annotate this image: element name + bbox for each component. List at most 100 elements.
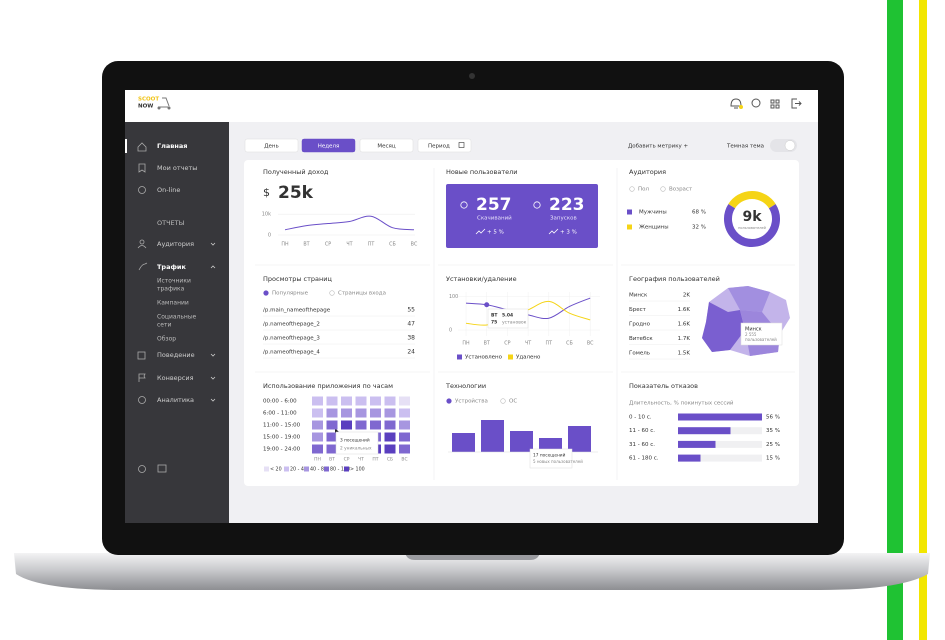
page-count: 24 — [407, 349, 415, 356]
radio[interactable] — [500, 398, 506, 404]
trend-icon — [548, 228, 559, 235]
bar — [481, 420, 504, 452]
nav-subitem: трафика — [157, 286, 185, 293]
x-tick-label: ПН — [314, 457, 321, 463]
laptop-base — [14, 553, 930, 590]
camera — [469, 73, 475, 79]
bar — [678, 454, 701, 462]
radio[interactable] — [446, 398, 452, 404]
period-label: Месяц — [377, 144, 395, 150]
currency: $ — [263, 186, 270, 199]
nav-item: Трафик — [157, 263, 186, 271]
stat-change: + 5 % — [487, 230, 504, 236]
radio[interactable] — [263, 290, 269, 296]
tooltip-text: установок — [502, 321, 527, 326]
period-button[interactable] — [359, 138, 414, 153]
radio[interactable] — [329, 290, 335, 296]
x-tick-label: ПТ — [372, 457, 378, 463]
flag-icon — [138, 373, 146, 382]
y-tick-label: 100 — [449, 294, 458, 300]
row-label: 0 - 10 с. — [629, 415, 652, 421]
row-label: 11 - 60 с. — [629, 428, 655, 434]
row-label: 61 - 180 с. — [629, 456, 659, 462]
period-button[interactable] — [244, 138, 299, 153]
nav-subitem: Обзор — [157, 336, 176, 343]
new-users-box — [446, 184, 598, 248]
heat-cell — [399, 444, 410, 454]
label: SCOOT — [138, 97, 159, 103]
tooltip-text: 5 новых пользователей — [533, 459, 583, 464]
hour-label: 6:00 - 11:00 — [263, 411, 297, 417]
panel-title: Просмотры страниц — [263, 275, 332, 283]
tooltip-text: 5.04 — [502, 313, 513, 319]
chevron — [210, 353, 216, 357]
legend-label: Удалено — [516, 355, 541, 361]
heat-cell — [341, 396, 352, 406]
donut-total: 9k — [742, 209, 762, 225]
bar — [678, 427, 731, 435]
x-tick-label: ВТ — [303, 242, 309, 248]
tooltip-point — [484, 302, 490, 308]
heat-cell — [399, 408, 410, 418]
legend-swatch — [457, 354, 462, 360]
green-stripe — [887, 0, 903, 640]
hour-label: 15:00 - 19:00 — [263, 435, 301, 441]
heat-cell — [399, 396, 410, 406]
x-tick-label: ПТ — [368, 242, 375, 248]
map-region — [728, 286, 770, 312]
total: 25k — [278, 183, 314, 203]
heat-cell — [355, 420, 367, 430]
heat-cell — [312, 396, 323, 406]
row-label: 31 - 60 с. — [629, 442, 655, 448]
legend-label: Установлено — [465, 355, 503, 361]
legend-swatch — [627, 224, 632, 230]
value-label: 32 % — [692, 225, 706, 231]
heat-cell — [326, 444, 338, 454]
period-button[interactable] — [301, 138, 356, 153]
x-tick-label: ПН — [281, 242, 289, 248]
heat-cell — [384, 432, 396, 442]
bar-track — [678, 440, 762, 448]
behavior-icon — [137, 351, 146, 360]
stat-label: Запусков — [550, 216, 577, 222]
period-button[interactable] — [417, 138, 472, 153]
x-tick-label: ВТ — [329, 457, 335, 463]
home-icon — [137, 142, 147, 152]
panel-title: Аудитория — [629, 168, 666, 176]
tab: Страницы входа — [338, 291, 386, 297]
period-label: Неделя — [318, 144, 340, 150]
city: Гомель — [629, 351, 650, 357]
heat-cell — [326, 432, 338, 442]
panel-title: География пользователей — [629, 275, 720, 283]
panel-title: Полученный доход — [263, 168, 329, 176]
x-tick-label: ПТ — [546, 341, 553, 347]
stat-value: 223 — [549, 195, 585, 215]
legend-swatch — [264, 466, 269, 472]
map-region — [702, 302, 745, 352]
grid-icon — [770, 99, 775, 104]
heat-cell — [312, 408, 323, 418]
city-count: 1.7K — [678, 336, 691, 342]
legend-swatch — [627, 209, 632, 215]
donut-segment — [728, 191, 776, 209]
chevron — [210, 398, 216, 402]
panel-title: Установки/удаление — [446, 275, 517, 283]
tooltip-text: пользователей — [745, 337, 777, 342]
x-tick-label: СР — [325, 242, 331, 248]
panel-title: Использование приложения по часам — [263, 382, 393, 390]
tooltip-text: 75 — [491, 320, 497, 326]
sidebar — [125, 122, 229, 523]
heat-cell — [341, 420, 352, 430]
x-tick-label: СР — [344, 457, 350, 463]
bar — [539, 438, 562, 452]
city-count: 2K — [683, 293, 690, 299]
period-label: День — [264, 144, 279, 150]
radio[interactable] — [629, 186, 635, 192]
legend-swatch — [324, 466, 329, 472]
header-icons — [730, 98, 802, 109]
city: Гродно — [629, 322, 651, 328]
radio[interactable] — [660, 186, 666, 192]
x-tick-label: ВС — [411, 242, 418, 248]
hour-label: 11:00 - 15:00 — [263, 423, 301, 429]
